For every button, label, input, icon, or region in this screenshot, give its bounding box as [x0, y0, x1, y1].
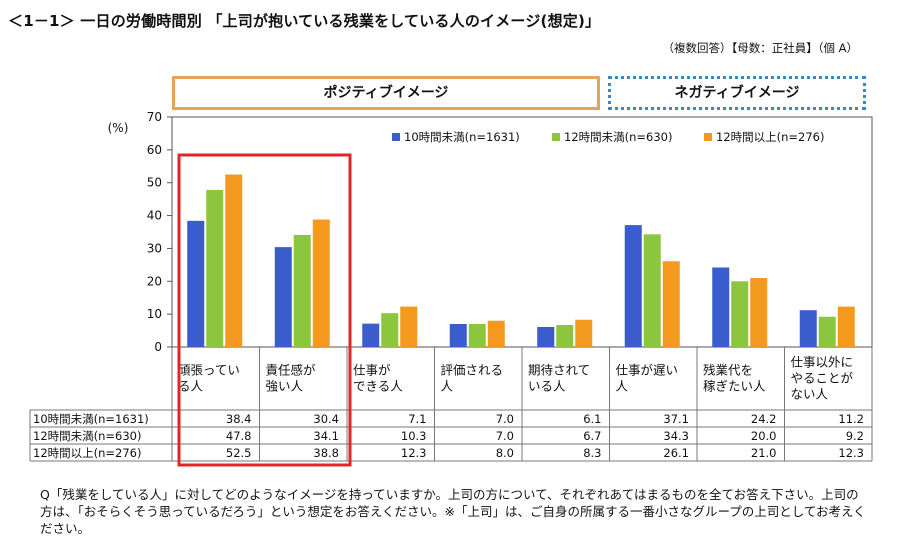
table-value: 34.3 [663, 429, 689, 443]
table-value: 7.0 [496, 412, 514, 426]
negative-image-header: ネガティブイメージ [608, 76, 866, 110]
category-label-line: 責任感が [266, 363, 317, 378]
category-label-line: る人 [178, 379, 204, 394]
bar [293, 234, 311, 347]
category-label: 評価される人 [441, 363, 504, 394]
bar [312, 219, 330, 347]
legend-swatch [392, 133, 400, 141]
category-label-line: 評価される [441, 363, 504, 378]
table-value: 8.3 [583, 446, 601, 460]
table-value: 24.2 [751, 412, 777, 426]
bar [643, 234, 661, 347]
table-value: 21.0 [751, 446, 777, 460]
page-title: ＜1－1＞ 一日の労働時間別 「上司が抱いている残業をしている人のイメージ(想定… [8, 12, 601, 30]
legend-label: 12時間以上(n=276) [716, 130, 824, 144]
table-value: 47.8 [226, 429, 252, 443]
category-label-line: ない人 [791, 387, 829, 402]
chart-subtitle: （複数回答）【母数：正社員】（個 A） [662, 41, 858, 55]
category-label-line: 仕事以外に [791, 355, 854, 370]
bar [468, 324, 486, 347]
table-value: 26.1 [663, 446, 689, 460]
bar [662, 261, 680, 347]
y-tick-label: 30 [147, 241, 162, 255]
bar [799, 310, 817, 347]
table-value: 6.1 [583, 412, 601, 426]
category-label-line: 仕事が遅い [616, 363, 679, 378]
bar-chart: 0 10 20 30 40 50 60 70 (%) 10時間未満(n=1631) 12時間未満(n… [29, 110, 873, 467]
positive-image-header: ポジティブイメージ [172, 76, 600, 110]
y-tick-label: 10 [147, 307, 162, 321]
bar [487, 320, 505, 347]
category-label-line: 期待されて [528, 363, 590, 378]
bar [187, 220, 205, 347]
bar [624, 225, 642, 347]
table-row-header: 10時間未満(n=1631) [33, 412, 149, 426]
table-value: 34.1 [313, 429, 339, 443]
category-label: 残業代を稼ぎたい人 [703, 363, 766, 394]
category-label-line: 人 [616, 379, 629, 394]
category-label: 期待されている人 [528, 363, 590, 394]
bar [274, 247, 292, 347]
bar [818, 316, 836, 347]
category-label: 頑張っている人 [178, 363, 240, 394]
category-label-line: 人 [441, 379, 454, 394]
y-tick-label: 50 [147, 176, 162, 190]
category-label-line: 強い人 [266, 379, 304, 394]
bar [712, 267, 730, 347]
y-tick-label: 40 [147, 209, 162, 223]
table-row-header: 12時間以上(n=276) [33, 446, 141, 460]
highlight-frame [177, 153, 352, 467]
legend-swatch [704, 133, 712, 141]
category-label-line: いる人 [528, 379, 566, 394]
legend-label: 10時間未満(n=1631) [404, 130, 520, 144]
y-tick-label: 60 [147, 143, 162, 157]
question-note: Q「残業をしている人」に対してどのようなイメージを持っていますか。上司の方につい… [40, 487, 866, 536]
table-value: 52.5 [226, 446, 252, 460]
table-value: 7.0 [496, 429, 514, 443]
table-row-header: 12時間未満(n=630) [33, 429, 141, 443]
y-axis-unit: (%) [108, 121, 129, 135]
table-value: 37.1 [663, 412, 689, 426]
bar [381, 313, 399, 347]
bar [537, 326, 555, 347]
category-label: 責任感が強い人 [266, 363, 317, 394]
table-value: 9.2 [846, 429, 864, 443]
category-label-line: 仕事が [353, 363, 391, 378]
table-value: 11.2 [838, 412, 864, 426]
y-tick-label: 0 [154, 340, 162, 354]
bar [837, 306, 855, 347]
legend-swatch [552, 133, 560, 141]
bar [362, 323, 380, 347]
table-value: 20.0 [751, 429, 777, 443]
table-value: 38.8 [313, 446, 339, 460]
category-label-line: 稼ぎたい人 [703, 379, 766, 394]
legend-label: 12時間未満(n=630) [564, 130, 672, 144]
category-label: 仕事ができる人 [353, 363, 403, 394]
table-value: 30.4 [313, 412, 339, 426]
bar [225, 174, 243, 347]
category-label-line: できる人 [353, 379, 403, 394]
category-label-line: 頑張ってい [178, 363, 240, 378]
table-value: 10.3 [401, 429, 427, 443]
category-label: 仕事が遅い人 [616, 363, 679, 394]
bar [750, 278, 768, 347]
table-value: 38.4 [226, 412, 252, 426]
category-label-line: やることが [791, 371, 854, 386]
bar [449, 324, 467, 347]
category-label-line: 残業代を [703, 363, 753, 378]
bar [400, 306, 418, 347]
table-value: 8.0 [496, 446, 514, 460]
table-value: 12.3 [401, 446, 427, 460]
bar [731, 281, 749, 347]
bar [206, 189, 224, 347]
category-label: 仕事以外にやることがない人 [791, 355, 854, 402]
bar [556, 324, 574, 347]
table-value: 6.7 [583, 429, 601, 443]
table-value: 7.1 [408, 412, 426, 426]
bar [575, 319, 593, 347]
table-value: 12.3 [838, 446, 864, 460]
y-tick-label: 70 [147, 110, 162, 124]
y-tick-label: 20 [147, 274, 162, 288]
